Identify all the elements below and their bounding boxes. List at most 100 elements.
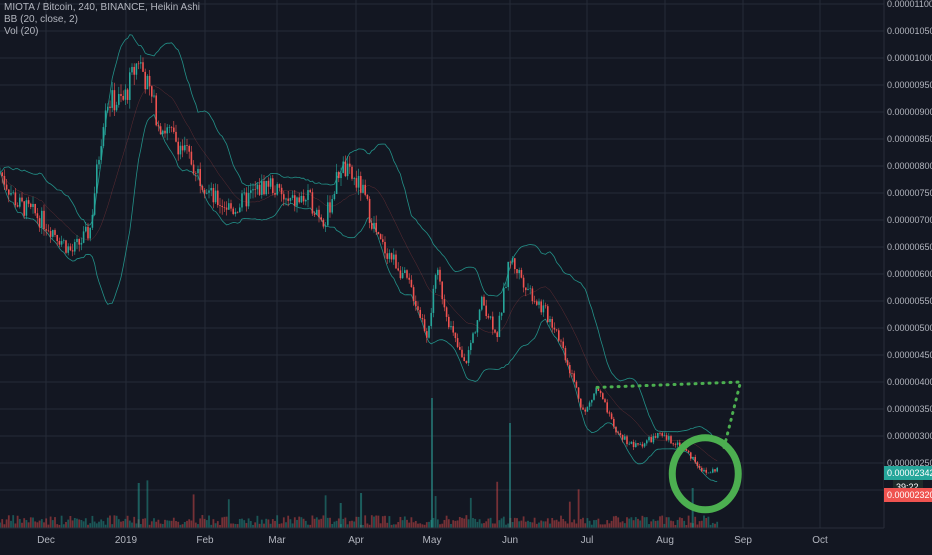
- volume-bar: [540, 520, 543, 528]
- volume-bar: [170, 520, 173, 528]
- candle-body: [225, 207, 228, 210]
- volume-bar: [694, 516, 697, 528]
- x-tick-label: Mar: [268, 535, 286, 546]
- volume-bar: [51, 520, 54, 528]
- candle-body: [230, 203, 232, 209]
- grid: [0, 0, 884, 528]
- volume-bar: [439, 524, 441, 528]
- candle-body: [8, 189, 10, 195]
- volume-bar: [168, 520, 171, 528]
- candle-body: [707, 472, 710, 474]
- volume-indicator-line[interactable]: Vol (20): [4, 26, 39, 37]
- candle-body: [109, 106, 111, 108]
- volume-bar: [315, 517, 318, 528]
- candle-body: [643, 443, 646, 447]
- volume-bar: [115, 515, 118, 528]
- volume-bar: [216, 521, 219, 528]
- volume-bar: [604, 524, 606, 528]
- candle-body: [461, 349, 463, 358]
- symbol-line[interactable]: MIOTA / Bitcoin, 240, BINANCE, Heikin As…: [4, 2, 200, 13]
- candle-body: [65, 240, 67, 253]
- volume-bar: [219, 524, 221, 528]
- time-axis[interactable]: [0, 528, 932, 550]
- volume-bar: [267, 519, 270, 528]
- candle-body: [575, 381, 578, 388]
- volume-bar: [3, 524, 6, 528]
- bb-basis: [0, 84, 718, 462]
- candle-body: [170, 127, 173, 128]
- volume-bar: [452, 520, 455, 528]
- y-tick-label: 0.00000350: [887, 404, 932, 414]
- volume-bar: [505, 524, 507, 528]
- bb-indicator-line[interactable]: BB (20, close, 2): [4, 14, 78, 25]
- volume-bar: [685, 524, 688, 528]
- volume-bar: [456, 520, 459, 528]
- candle-body: [36, 213, 39, 219]
- volume-bar: [276, 515, 279, 528]
- candle-body: [668, 436, 670, 440]
- volume-bar: [172, 517, 175, 528]
- volume-bar: [379, 523, 382, 528]
- volume-bar: [234, 523, 237, 528]
- volume-bar: [89, 523, 92, 528]
- candle-body: [553, 327, 556, 330]
- candle-body: [12, 192, 14, 194]
- drawing-annotations[interactable]: [0, 0, 884, 514]
- volume-bar: [656, 520, 659, 528]
- volume-bar: [287, 515, 290, 528]
- volume-bar: [524, 521, 527, 528]
- candle-body: [646, 440, 648, 444]
- volume-bar: [403, 516, 406, 528]
- candle-body: [256, 184, 259, 190]
- volume-bar: [14, 523, 17, 528]
- candle-body: [500, 312, 503, 316]
- volume-bar: [538, 522, 540, 528]
- candle-body: [459, 346, 461, 350]
- candle-body: [443, 299, 446, 308]
- candle-body: [338, 172, 340, 179]
- volume-bar: [91, 515, 94, 528]
- candle-body: [676, 442, 679, 445]
- candle-body: [419, 309, 421, 318]
- candle-body: [652, 436, 655, 443]
- candle-body: [30, 203, 32, 207]
- price-axis[interactable]: [884, 0, 932, 550]
- volume-bar: [527, 520, 529, 528]
- candle-body: [410, 279, 413, 288]
- candle-body: [309, 190, 311, 193]
- volume-bar: [153, 518, 155, 528]
- volume-bar: [289, 519, 292, 528]
- volume-bar: [386, 522, 389, 528]
- y-tick-label: 0.00001000: [887, 53, 932, 63]
- volume-bar: [687, 515, 690, 528]
- volume-bar: [40, 519, 43, 528]
- candle-body: [291, 195, 294, 198]
- volume-bar: [87, 524, 89, 528]
- candle-body: [294, 195, 296, 206]
- volume-bar: [650, 521, 653, 528]
- candle-body: [239, 207, 241, 213]
- volume-bar: [661, 515, 664, 528]
- candle-body: [518, 270, 520, 274]
- candle-body: [219, 205, 221, 206]
- volume-bar: [366, 523, 369, 528]
- candle-body: [393, 254, 395, 260]
- candle-body: [135, 63, 138, 75]
- volume-bar: [205, 520, 208, 528]
- candle-body: [113, 90, 116, 111]
- volume-bar: [709, 524, 712, 528]
- x-tick-label: Jun: [502, 535, 518, 546]
- candle-body: [619, 433, 622, 435]
- volume-bar: [373, 516, 375, 528]
- volume-bar: [69, 516, 72, 528]
- volume-bar: [579, 519, 582, 528]
- candle-body: [140, 62, 142, 64]
- candle-body: [533, 301, 536, 302]
- volume-bar: [425, 522, 428, 528]
- candle-body: [232, 208, 234, 215]
- candle-body: [19, 197, 21, 207]
- volume-bar: [157, 519, 160, 528]
- volume-bar: [337, 518, 340, 528]
